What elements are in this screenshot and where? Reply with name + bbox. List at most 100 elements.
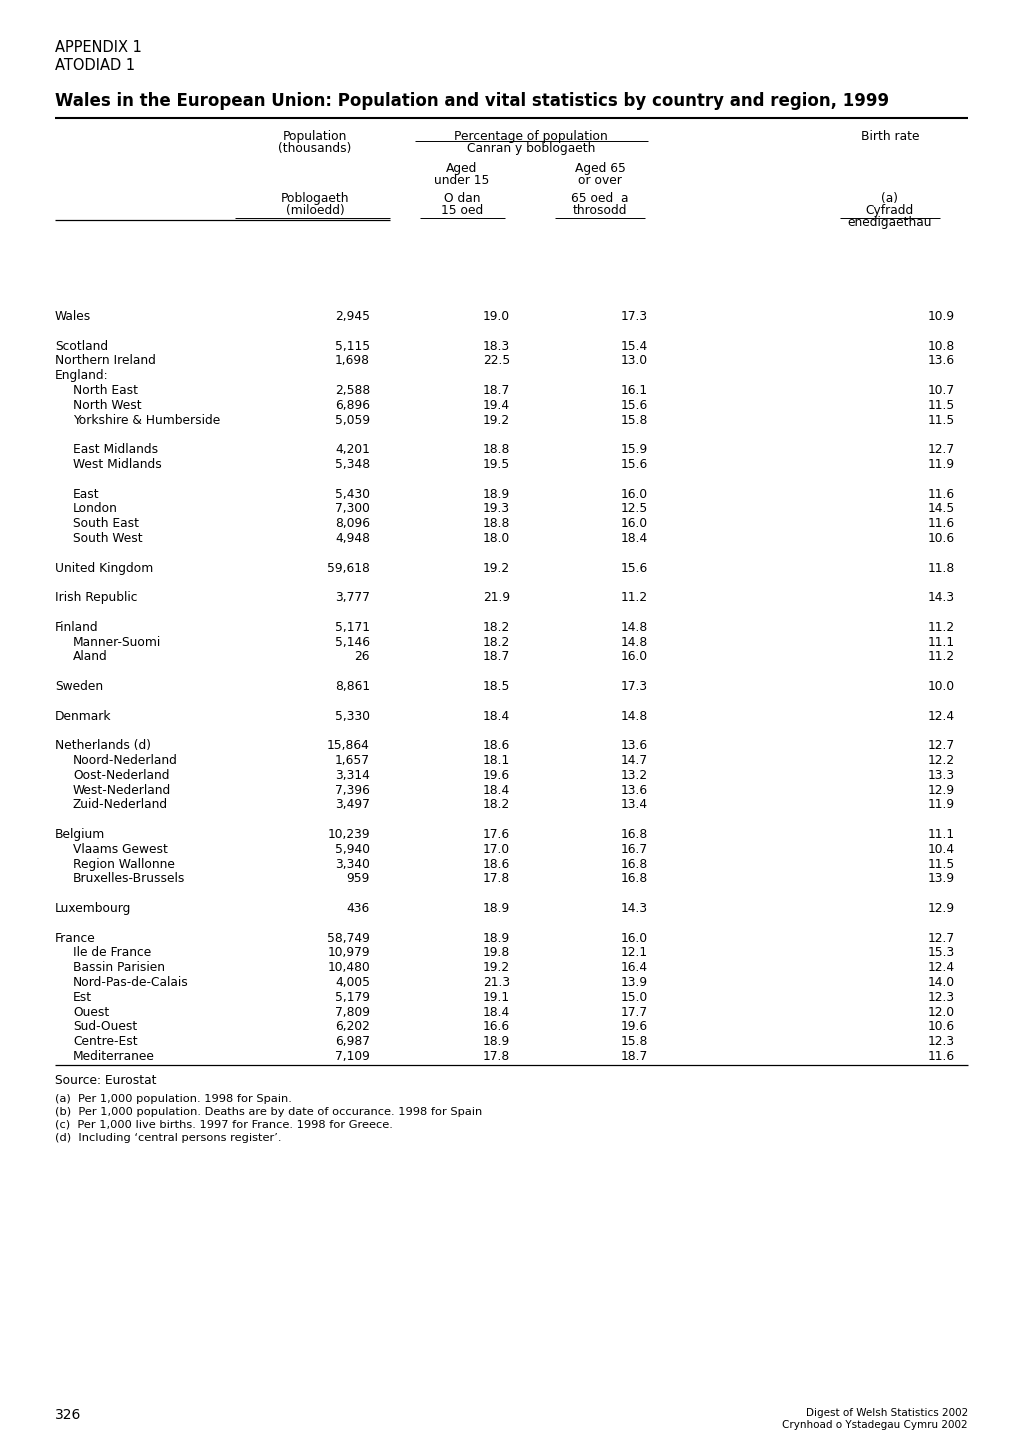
Text: 15.6: 15.6 (621, 398, 647, 411)
Text: 12.2: 12.2 (927, 755, 954, 768)
Text: 14.3: 14.3 (621, 902, 647, 915)
Text: 18.4: 18.4 (482, 1006, 510, 1019)
Text: 15 oed: 15 oed (440, 203, 483, 216)
Text: 12.1: 12.1 (621, 947, 647, 960)
Text: Cyfradd: Cyfradd (865, 203, 913, 216)
Text: Est: Est (73, 991, 92, 1004)
Text: 13.2: 13.2 (621, 769, 647, 782)
Text: 18.4: 18.4 (482, 710, 510, 723)
Text: O dan: O dan (443, 192, 480, 205)
Text: 7,396: 7,396 (335, 784, 370, 797)
Text: 19.5: 19.5 (482, 457, 510, 470)
Text: South East: South East (73, 517, 139, 530)
Text: South West: South West (73, 532, 143, 545)
Text: 12.9: 12.9 (927, 902, 954, 915)
Text: East Midlands: East Midlands (73, 443, 158, 456)
Text: Wales: Wales (55, 310, 91, 323)
Text: 11.2: 11.2 (927, 620, 954, 633)
Text: Wales in the European Union: Population and vital statistics by country and regi: Wales in the European Union: Population … (55, 92, 889, 110)
Text: Yorkshire & Humberside: Yorkshire & Humberside (73, 414, 220, 427)
Text: 6,987: 6,987 (334, 1035, 370, 1048)
Text: 19.6: 19.6 (482, 769, 510, 782)
Text: Belgium: Belgium (55, 828, 105, 841)
Text: 18.8: 18.8 (482, 443, 510, 456)
Text: Percentage of population: Percentage of population (453, 130, 607, 143)
Text: 10.8: 10.8 (927, 339, 954, 352)
Text: 15.9: 15.9 (621, 443, 647, 456)
Text: Aged: Aged (446, 162, 477, 175)
Text: Aged 65: Aged 65 (574, 162, 625, 175)
Text: 12.7: 12.7 (927, 932, 954, 945)
Text: 18.9: 18.9 (482, 488, 510, 501)
Text: 15.0: 15.0 (621, 991, 647, 1004)
Text: 17.7: 17.7 (621, 1006, 647, 1019)
Text: (a): (a) (880, 192, 898, 205)
Text: Aland: Aland (73, 651, 108, 664)
Text: (miloedd): (miloedd) (285, 203, 344, 216)
Text: 15.4: 15.4 (621, 339, 647, 352)
Text: France: France (55, 932, 96, 945)
Text: 14.3: 14.3 (927, 592, 954, 605)
Text: Birth rate: Birth rate (860, 130, 918, 143)
Text: 65 oed  a: 65 oed a (571, 192, 628, 205)
Text: 17.3: 17.3 (621, 310, 647, 323)
Text: Denmark: Denmark (55, 710, 111, 723)
Text: 18.9: 18.9 (482, 1035, 510, 1048)
Text: 11.1: 11.1 (927, 828, 954, 841)
Text: 13.6: 13.6 (621, 739, 647, 752)
Text: 14.5: 14.5 (927, 502, 954, 515)
Text: Ile de France: Ile de France (73, 947, 151, 960)
Text: 26: 26 (355, 651, 370, 664)
Text: 10.4: 10.4 (927, 843, 954, 856)
Text: 15.6: 15.6 (621, 457, 647, 470)
Text: 3,340: 3,340 (335, 857, 370, 870)
Text: 19.2: 19.2 (482, 414, 510, 427)
Text: 11.2: 11.2 (927, 651, 954, 664)
Text: ATODIAD 1: ATODIAD 1 (55, 58, 135, 74)
Text: 18.7: 18.7 (482, 651, 510, 664)
Text: 10,480: 10,480 (327, 961, 370, 974)
Text: 13.9: 13.9 (927, 873, 954, 886)
Text: throsodd: throsodd (573, 203, 627, 216)
Text: 18.7: 18.7 (482, 384, 510, 397)
Text: (c)  Per 1,000 live births. 1997 for France. 1998 for Greece.: (c) Per 1,000 live births. 1997 for Fran… (55, 1120, 392, 1130)
Text: 16.8: 16.8 (621, 828, 647, 841)
Text: 16.4: 16.4 (621, 961, 647, 974)
Text: 19.0: 19.0 (482, 310, 510, 323)
Text: 11.8: 11.8 (927, 561, 954, 574)
Text: 7,300: 7,300 (335, 502, 370, 515)
Text: 12.4: 12.4 (927, 710, 954, 723)
Text: West-Nederland: West-Nederland (73, 784, 171, 797)
Text: 6,202: 6,202 (335, 1020, 370, 1033)
Text: 18.5: 18.5 (482, 680, 510, 693)
Text: 16.8: 16.8 (621, 873, 647, 886)
Text: 11.2: 11.2 (621, 592, 647, 605)
Text: 19.1: 19.1 (482, 991, 510, 1004)
Text: 436: 436 (346, 902, 370, 915)
Text: 18.8: 18.8 (482, 517, 510, 530)
Text: Sweden: Sweden (55, 680, 103, 693)
Text: Digest of Welsh Statistics 2002: Digest of Welsh Statistics 2002 (805, 1408, 967, 1418)
Text: 14.8: 14.8 (621, 710, 647, 723)
Text: 18.4: 18.4 (482, 784, 510, 797)
Text: Source: Eurostat: Source: Eurostat (55, 1074, 156, 1087)
Text: Nord-Pas-de-Calais: Nord-Pas-de-Calais (73, 975, 189, 988)
Text: 12.4: 12.4 (927, 961, 954, 974)
Text: 5,179: 5,179 (334, 991, 370, 1004)
Text: 326: 326 (55, 1408, 82, 1421)
Text: 12.7: 12.7 (927, 443, 954, 456)
Text: 13.0: 13.0 (621, 355, 647, 368)
Text: 13.6: 13.6 (927, 355, 954, 368)
Text: or over: or over (578, 175, 622, 188)
Text: 13.3: 13.3 (927, 769, 954, 782)
Text: 19.8: 19.8 (482, 947, 510, 960)
Text: 18.6: 18.6 (482, 739, 510, 752)
Text: West Midlands: West Midlands (73, 457, 162, 470)
Text: 14.8: 14.8 (621, 620, 647, 633)
Text: 18.9: 18.9 (482, 902, 510, 915)
Text: Population: Population (282, 130, 346, 143)
Text: 58,749: 58,749 (327, 932, 370, 945)
Text: 17.8: 17.8 (482, 873, 510, 886)
Text: 18.6: 18.6 (482, 857, 510, 870)
Text: United Kingdom: United Kingdom (55, 561, 153, 574)
